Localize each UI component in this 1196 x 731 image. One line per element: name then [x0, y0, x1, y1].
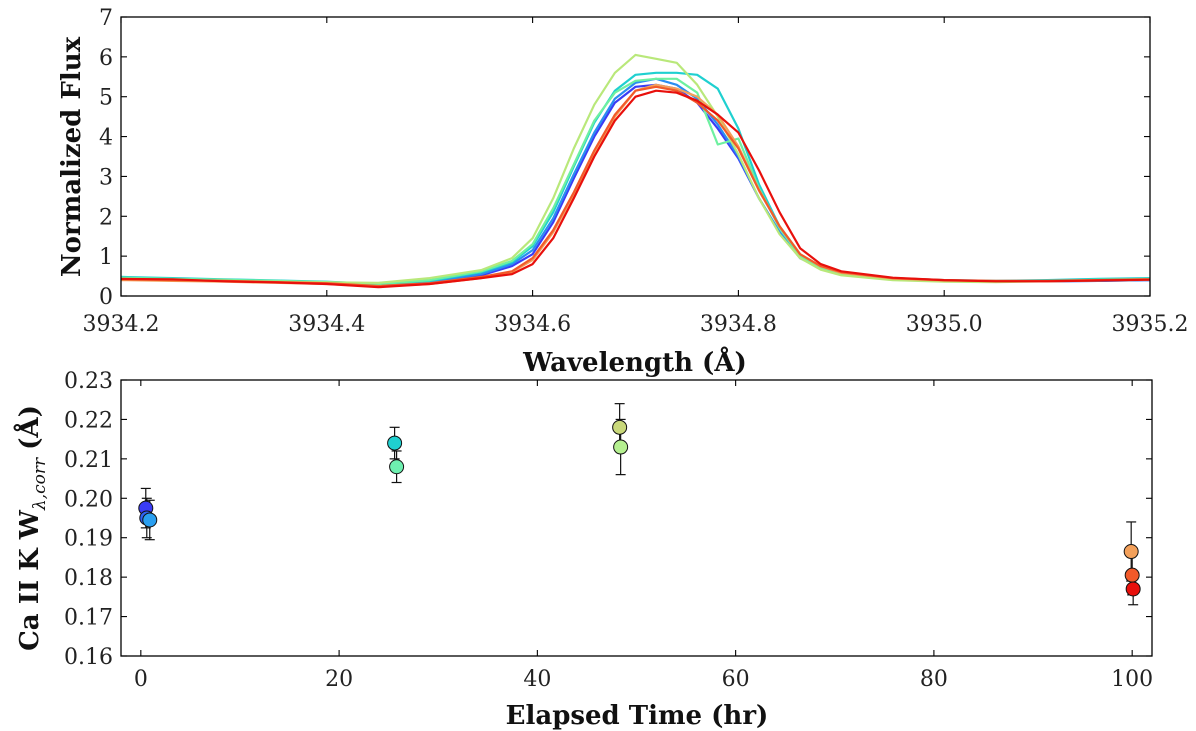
equivalent-width-ticks: 0 20 40 60 80 100 0.16 0.17 0.18 0.19 0.20 0.21 0.22…: [64, 369, 1153, 692]
spectrum-ticks: 3934.2 3934.4 3934.6 3934.8 3935.0 3935.2 0 1 2 3…: [83, 6, 1189, 337]
spectrum-series-2: [120, 71, 1151, 286]
spectrum-series-6: [120, 85, 1151, 288]
spectrum-x-tick-label: 3935.0: [906, 312, 983, 337]
ew-x-tick-label: 60: [722, 667, 750, 692]
ew-point-8: [1124, 567, 1140, 583]
spectrum-x-tick-label: 3934.6: [494, 312, 571, 337]
spectrum-y-tick-label: 7: [99, 6, 113, 31]
spectrum-series-3: [120, 77, 1151, 286]
spectrum-y-tick-label: 4: [99, 126, 113, 151]
ew-y-tick-label: 0.19: [64, 527, 113, 552]
spectrum-panel: 3934.2 3934.4 3934.6 3934.8 3935.0 3935.2 0 1 2 3…: [57, 6, 1188, 378]
equivalent-width-y-axis-label: Ca II K Wλ,corr (Å): [14, 405, 50, 651]
y-label-main: Ca II K W: [15, 509, 45, 651]
ew-x-tick-label: 0: [134, 667, 148, 692]
spectrum-series-5: [120, 83, 1151, 288]
spectrum-y-tick-label: 2: [99, 205, 113, 230]
ew-y-tick-label: 0.22: [64, 408, 113, 433]
ew-x-tick-label: 20: [325, 667, 353, 692]
spectrum-series-1: [120, 77, 1151, 287]
ew-x-tick-label: 80: [920, 667, 948, 692]
ew-x-tick-label: 40: [523, 667, 551, 692]
spectrum-y-tick-label: 3: [99, 165, 113, 190]
ew-point-7: [1123, 544, 1139, 560]
ew-point-3: [387, 435, 403, 451]
ew-point-5: [612, 419, 628, 435]
ew-y-tick-label: 0.23: [64, 369, 113, 394]
spectrum-series-4: [120, 53, 1151, 284]
ew-y-tick-label: 0.16: [64, 645, 113, 670]
spectrum-x-tick-label: 3934.8: [700, 312, 777, 337]
ew-x-tick-label: 100: [1111, 667, 1153, 692]
spectrum-series-0: [120, 83, 1151, 286]
spectrum-y-tick-label: 6: [99, 46, 113, 71]
equivalent-width-panel: 0 20 40 60 80 100 0.16 0.17 0.18 0.19 0.20 0.21 0.22…: [14, 369, 1153, 731]
spectrum-plot-frame: [120, 16, 1151, 297]
ew-y-tick-label: 0.21: [64, 448, 113, 473]
ew-y-tick-label: 0.20: [64, 487, 113, 512]
spectrum-x-tick-label: 3934.2: [83, 312, 160, 337]
spectrum-y-tick-label: 0: [99, 285, 113, 310]
ew-point-2: [142, 512, 158, 528]
equivalent-width-plot-frame: [120, 379, 1153, 657]
spectrum-y-tick-label: 1: [99, 245, 113, 270]
equivalent-width-x-axis-label: Elapsed Time (hr): [506, 701, 769, 731]
ew-y-tick-label: 0.18: [64, 566, 113, 591]
ew-point-4: [389, 459, 405, 475]
spectrum-lines: [120, 53, 1151, 289]
ew-point-6: [613, 439, 629, 455]
spectrum-x-tick-label: 3934.4: [288, 312, 365, 337]
spectrum-series-7: [120, 89, 1151, 289]
spectrum-x-tick-label: 3935.2: [1112, 312, 1189, 337]
spectrum-y-axis-label: Normalized Flux: [57, 36, 87, 277]
ew-y-tick-label: 0.17: [64, 606, 113, 631]
equivalent-width-points: [138, 403, 1141, 606]
y-label-subscript: λ,corr: [30, 457, 50, 511]
spectrum-x-axis-label: Wavelength (Å): [522, 347, 747, 378]
spectrum-y-tick-label: 5: [99, 86, 113, 111]
y-label-unit: (Å): [14, 405, 45, 450]
ew-point-9: [1125, 581, 1141, 597]
